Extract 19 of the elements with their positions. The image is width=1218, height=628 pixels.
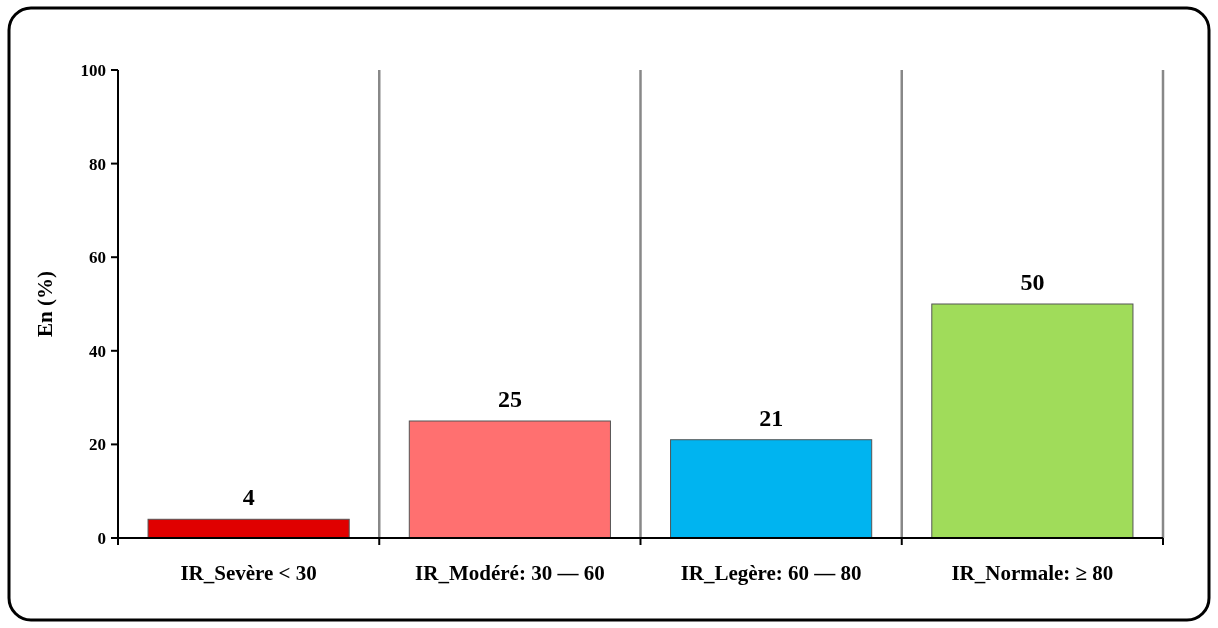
y-tick-label: 80 <box>89 154 106 174</box>
y-tick-label: 0 <box>97 528 106 548</box>
y-tick-label: 40 <box>89 341 106 361</box>
data-label: 21 <box>759 404 784 431</box>
x-tick-label: IR_Sevère < 30 <box>180 561 317 585</box>
y-tick-label: 100 <box>80 60 106 80</box>
y-tick-label: 60 <box>89 248 106 268</box>
bar <box>408 420 611 539</box>
data-label: 50 <box>1020 269 1045 295</box>
y-tick-label: 20 <box>89 435 106 455</box>
bar <box>147 518 350 539</box>
x-tick-label: IR_Normale: ≥ 80 <box>951 561 1114 585</box>
x-tick-label: IR_Legère: 60 — 80 <box>680 561 862 585</box>
data-label: 25 <box>497 386 522 412</box>
x-tick-label: IR_Modéré: 30 — 60 <box>415 561 605 585</box>
data-label: 4 <box>242 484 255 511</box>
bar <box>670 439 873 539</box>
bar <box>931 303 1134 539</box>
y-axis-title: En (%) <box>33 271 57 337</box>
